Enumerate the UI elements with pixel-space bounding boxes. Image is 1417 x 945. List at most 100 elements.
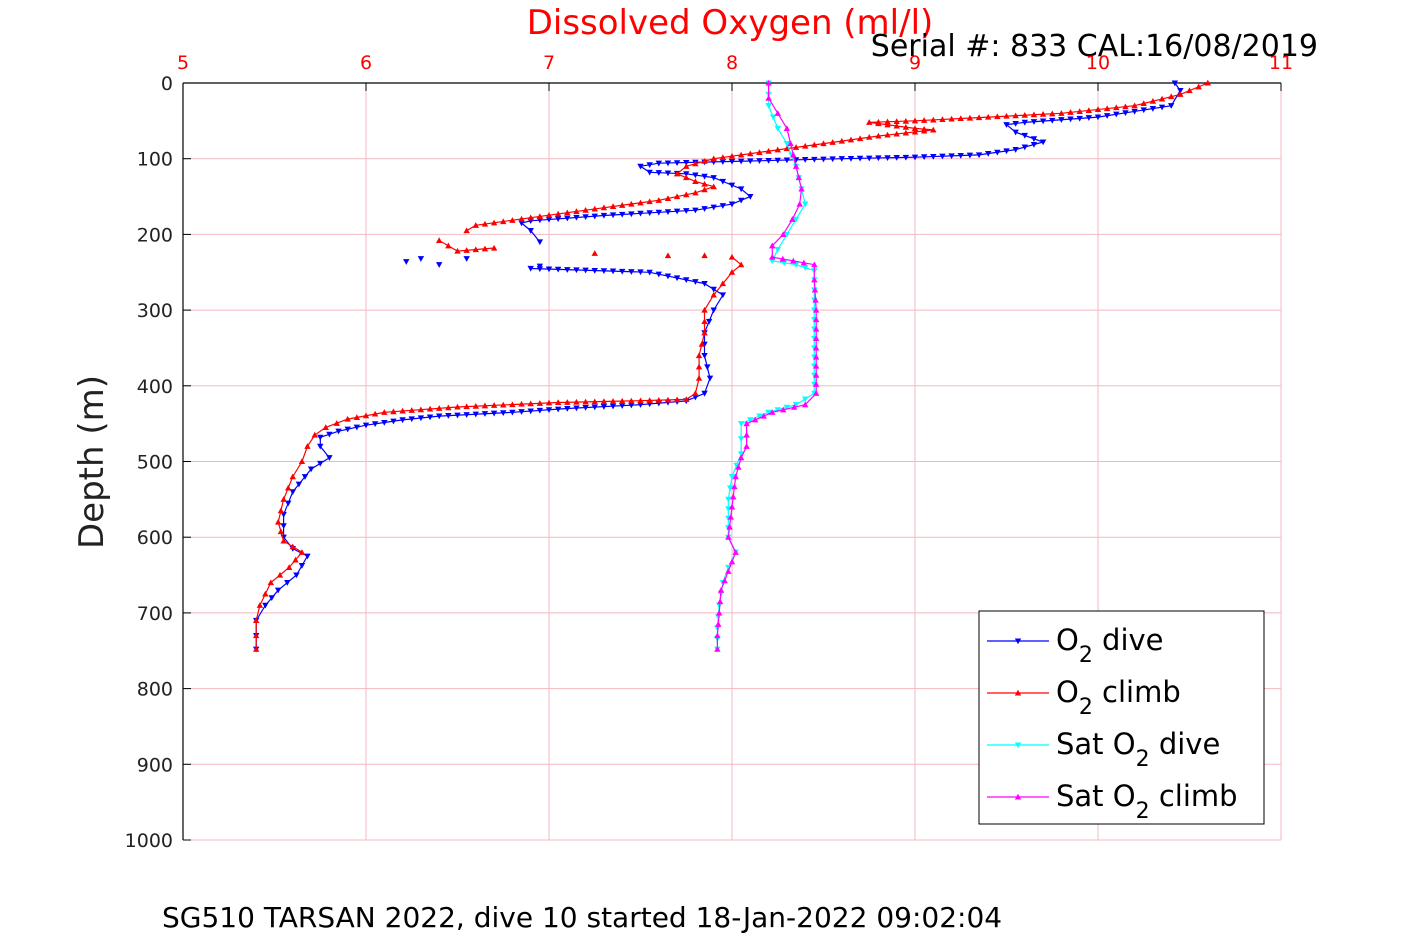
o2_dive-point [866, 155, 873, 162]
o2_dive-point [500, 410, 507, 416]
y-tick-label: 800 [137, 679, 173, 701]
o2_dive-point [1049, 117, 1056, 124]
o2_dive-point [1021, 144, 1028, 151]
o2_dive-point [564, 215, 571, 222]
sat_climb-point [812, 316, 820, 323]
o2_climb-point [426, 405, 434, 412]
sat_dive-point [756, 413, 763, 420]
sat_dive-point [802, 201, 809, 208]
o2_climb-point [695, 352, 703, 359]
o2_climb-point [1076, 108, 1083, 114]
o2_climb-point [277, 528, 285, 535]
o2_climb-point [646, 198, 653, 205]
sat_dive-point [783, 404, 791, 411]
o2_dive-point [1012, 147, 1019, 153]
o2_climb-point [1103, 105, 1111, 112]
o2_climb-point [399, 407, 406, 414]
sat_dive-point [765, 409, 772, 416]
o2_dive-point [381, 419, 388, 426]
o2_climb-point [280, 537, 287, 544]
sat_dive-point [780, 260, 788, 266]
o2_dive-point [1171, 80, 1179, 87]
o2_climb-point [445, 404, 452, 411]
o2_dive-point [274, 587, 282, 594]
o2_climb-point [1021, 111, 1028, 118]
y-tick-label: 700 [137, 603, 173, 625]
o2_dive-point [1067, 116, 1074, 123]
o2_dive-point [756, 158, 763, 164]
o2_dive-point [673, 160, 681, 166]
o2_climb-point [1122, 103, 1129, 110]
o2_dive-point [646, 169, 653, 176]
sat_dive-point [747, 417, 754, 424]
sat_climb-point [812, 296, 819, 303]
o2_climb-point [673, 396, 681, 403]
o2_dive-point [518, 220, 525, 227]
o2_dive-point [930, 153, 937, 160]
sat_climb-point [787, 140, 794, 147]
o2_dive-point [701, 173, 708, 180]
o2_dive-point [554, 216, 562, 222]
o2_dive-point [371, 421, 379, 428]
o2_dive-point [719, 203, 727, 209]
o2_dive-point [1030, 136, 1038, 142]
o2_climb-point [564, 399, 571, 405]
sat_climb-point [812, 390, 820, 396]
o2_climb-point [1030, 111, 1038, 118]
o2_climb-point [304, 443, 311, 449]
o2_climb-point [756, 149, 763, 155]
sat_climb-point [743, 443, 750, 449]
o2_dive-point [1076, 115, 1083, 122]
o2_dive-point [317, 434, 324, 441]
o2_climb-point [710, 291, 717, 298]
sat_climb-point [811, 276, 818, 283]
o2_climb-point [1204, 79, 1211, 86]
o2_dive-point [326, 455, 333, 461]
o2_dive-point [628, 402, 635, 409]
o2_climb-point [802, 142, 809, 149]
o2_climb-point [463, 403, 470, 410]
o2_dive-point [664, 273, 672, 280]
o2_dive-point [353, 424, 361, 431]
o2_climb-point [490, 402, 498, 408]
o2_climb-point [911, 117, 919, 124]
sat_climb-point [769, 242, 776, 249]
sat_dive-point [737, 451, 745, 458]
sat_climb-point [796, 200, 803, 207]
o2_climb-point [600, 398, 608, 405]
o2_climb-point [710, 155, 717, 162]
o2_climb-point [875, 120, 882, 127]
footer-dive-info: SG510 TARSAN 2022, dive 10 started 18-Ja… [162, 901, 1002, 934]
o2_dive-point [573, 267, 580, 274]
o2_dive-point [948, 153, 955, 160]
o2_dive-point [701, 352, 708, 359]
o2_dive-point [295, 481, 303, 488]
legend-label: Sat O2 dive [1056, 727, 1220, 772]
sat_dive-point [769, 114, 777, 121]
sat_climb-point [790, 257, 797, 264]
o2_dive-point [902, 154, 910, 161]
sat_dive-point [774, 246, 781, 253]
o2_climb-point [994, 113, 1001, 120]
o2_dive-point [408, 416, 415, 423]
o2_dive-point [509, 409, 516, 416]
o2_dive-point [600, 404, 608, 410]
o2_climb-point [591, 205, 598, 212]
o2_climb-point [692, 390, 699, 396]
sat_climb-point [802, 401, 809, 408]
o2_climb-point [390, 408, 397, 415]
x-tick-label: 11 [1269, 52, 1293, 74]
o2_climb-point [902, 117, 910, 124]
legend-label: O2 climb [1056, 675, 1181, 720]
o2_dive-point [307, 466, 315, 473]
o2_climb-point [280, 496, 287, 502]
o2_dive-point [326, 431, 333, 438]
o2_climb-point [811, 141, 818, 148]
o2_dive-point [1003, 148, 1010, 155]
sat_climb-point [725, 534, 732, 540]
o2_dive-point [298, 563, 306, 569]
o2_dive-point [1030, 119, 1038, 125]
o2_climb-point [683, 163, 690, 169]
o2_climb-point [710, 183, 717, 190]
o2_climb-point [1149, 97, 1157, 104]
